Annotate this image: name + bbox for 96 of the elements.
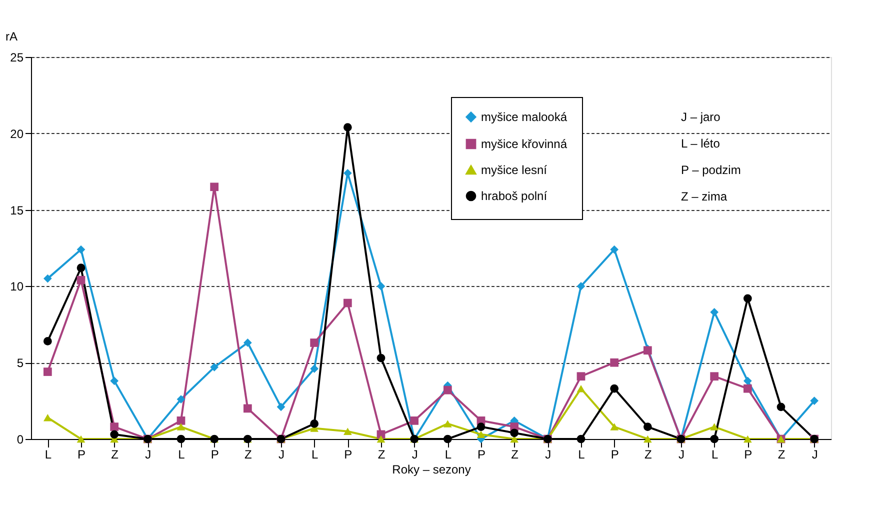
point: [110, 430, 119, 439]
x-tick-label: J: [812, 448, 818, 462]
x-tick-label: Z: [378, 448, 386, 462]
point: [310, 364, 319, 373]
point: [76, 264, 86, 272]
point: [610, 245, 619, 254]
point: [176, 416, 186, 425]
x-tick-label: P: [344, 448, 352, 462]
point: [710, 372, 719, 381]
point: [76, 245, 86, 254]
annotation: Z – zima: [681, 190, 728, 204]
point: [110, 376, 119, 386]
y-tick-label: 10: [10, 280, 24, 294]
x-tick-label: Z: [511, 448, 519, 462]
point: [343, 123, 352, 132]
point: [743, 376, 752, 386]
point: [810, 396, 819, 405]
y-tick-label: 5: [16, 356, 24, 370]
point: [376, 435, 386, 443]
point: [610, 423, 619, 430]
point: [110, 422, 119, 431]
x-tick-label: L: [311, 448, 318, 462]
x-tick-label: P: [744, 448, 752, 462]
point: [710, 434, 719, 444]
x-tick-label: Z: [644, 448, 652, 462]
point: [376, 282, 386, 290]
x-tick-label: Z: [244, 448, 252, 462]
x-tick-label: L: [578, 448, 586, 462]
point: [576, 434, 586, 444]
x-tick-label: P: [477, 448, 486, 462]
x-tick-label: L: [178, 448, 186, 462]
point: [43, 368, 52, 376]
x-tick-label: Z: [111, 448, 119, 462]
annotation: L – léto: [681, 136, 720, 150]
legend-label: myšice křovinná: [481, 137, 568, 151]
point: [610, 358, 619, 367]
point: [76, 276, 86, 284]
point: [610, 384, 619, 393]
x-tick-label: J: [278, 448, 284, 462]
point: [310, 338, 319, 347]
point: [443, 386, 452, 394]
point: [576, 372, 586, 381]
point: [243, 338, 252, 347]
annotation: J – jaro: [681, 110, 721, 124]
point: [310, 420, 319, 428]
x-tick-label: J: [412, 448, 418, 462]
point: [43, 337, 52, 346]
point: [443, 434, 452, 444]
x-tick-label: J: [678, 448, 684, 462]
x-axis-title: Roky – sezony: [392, 462, 471, 476]
x-tick-label: Z: [778, 448, 786, 462]
x-tick-label: P: [77, 448, 86, 462]
x-tick-label: L: [711, 448, 718, 462]
point: [476, 422, 486, 431]
legend-label: myšice lesní: [481, 163, 548, 177]
point: [76, 435, 86, 443]
point: [376, 354, 386, 362]
point: [43, 274, 52, 283]
point: [176, 434, 186, 444]
y-tick-label: 20: [10, 126, 24, 141]
point: [176, 395, 186, 404]
point: [776, 402, 786, 412]
point: [210, 363, 219, 372]
y-tick-label: 15: [10, 203, 24, 218]
x-tick-label: P: [610, 448, 619, 462]
y-axis-title: rA: [6, 30, 18, 44]
x-tick-label: P: [210, 448, 219, 462]
point: [510, 428, 519, 438]
legend-label: hraboš polní: [481, 189, 548, 203]
point: [743, 294, 752, 303]
point: [743, 435, 752, 443]
point: [643, 435, 652, 443]
x-tick-label: L: [44, 448, 52, 462]
annotation: P – podzim: [681, 163, 741, 177]
point: [476, 430, 486, 438]
point: [576, 384, 586, 392]
y-tick-label: 25: [10, 50, 24, 64]
point: [43, 414, 52, 422]
point: [276, 402, 286, 412]
point: [343, 428, 352, 435]
x-tick-label: L: [444, 448, 452, 462]
point: [243, 404, 252, 413]
point: [576, 282, 586, 290]
point: [743, 384, 752, 393]
point: [710, 423, 719, 430]
y-tick-label: 0: [16, 432, 24, 446]
point: [710, 308, 719, 316]
point: [443, 420, 452, 428]
point: [176, 423, 186, 430]
x-tick-label: J: [545, 448, 552, 462]
point: [643, 422, 652, 431]
legend-label: myšice malooká: [481, 110, 568, 124]
point: [410, 416, 419, 425]
point: [210, 182, 219, 192]
point: [343, 298, 352, 308]
x-tick-label: J: [145, 448, 152, 462]
